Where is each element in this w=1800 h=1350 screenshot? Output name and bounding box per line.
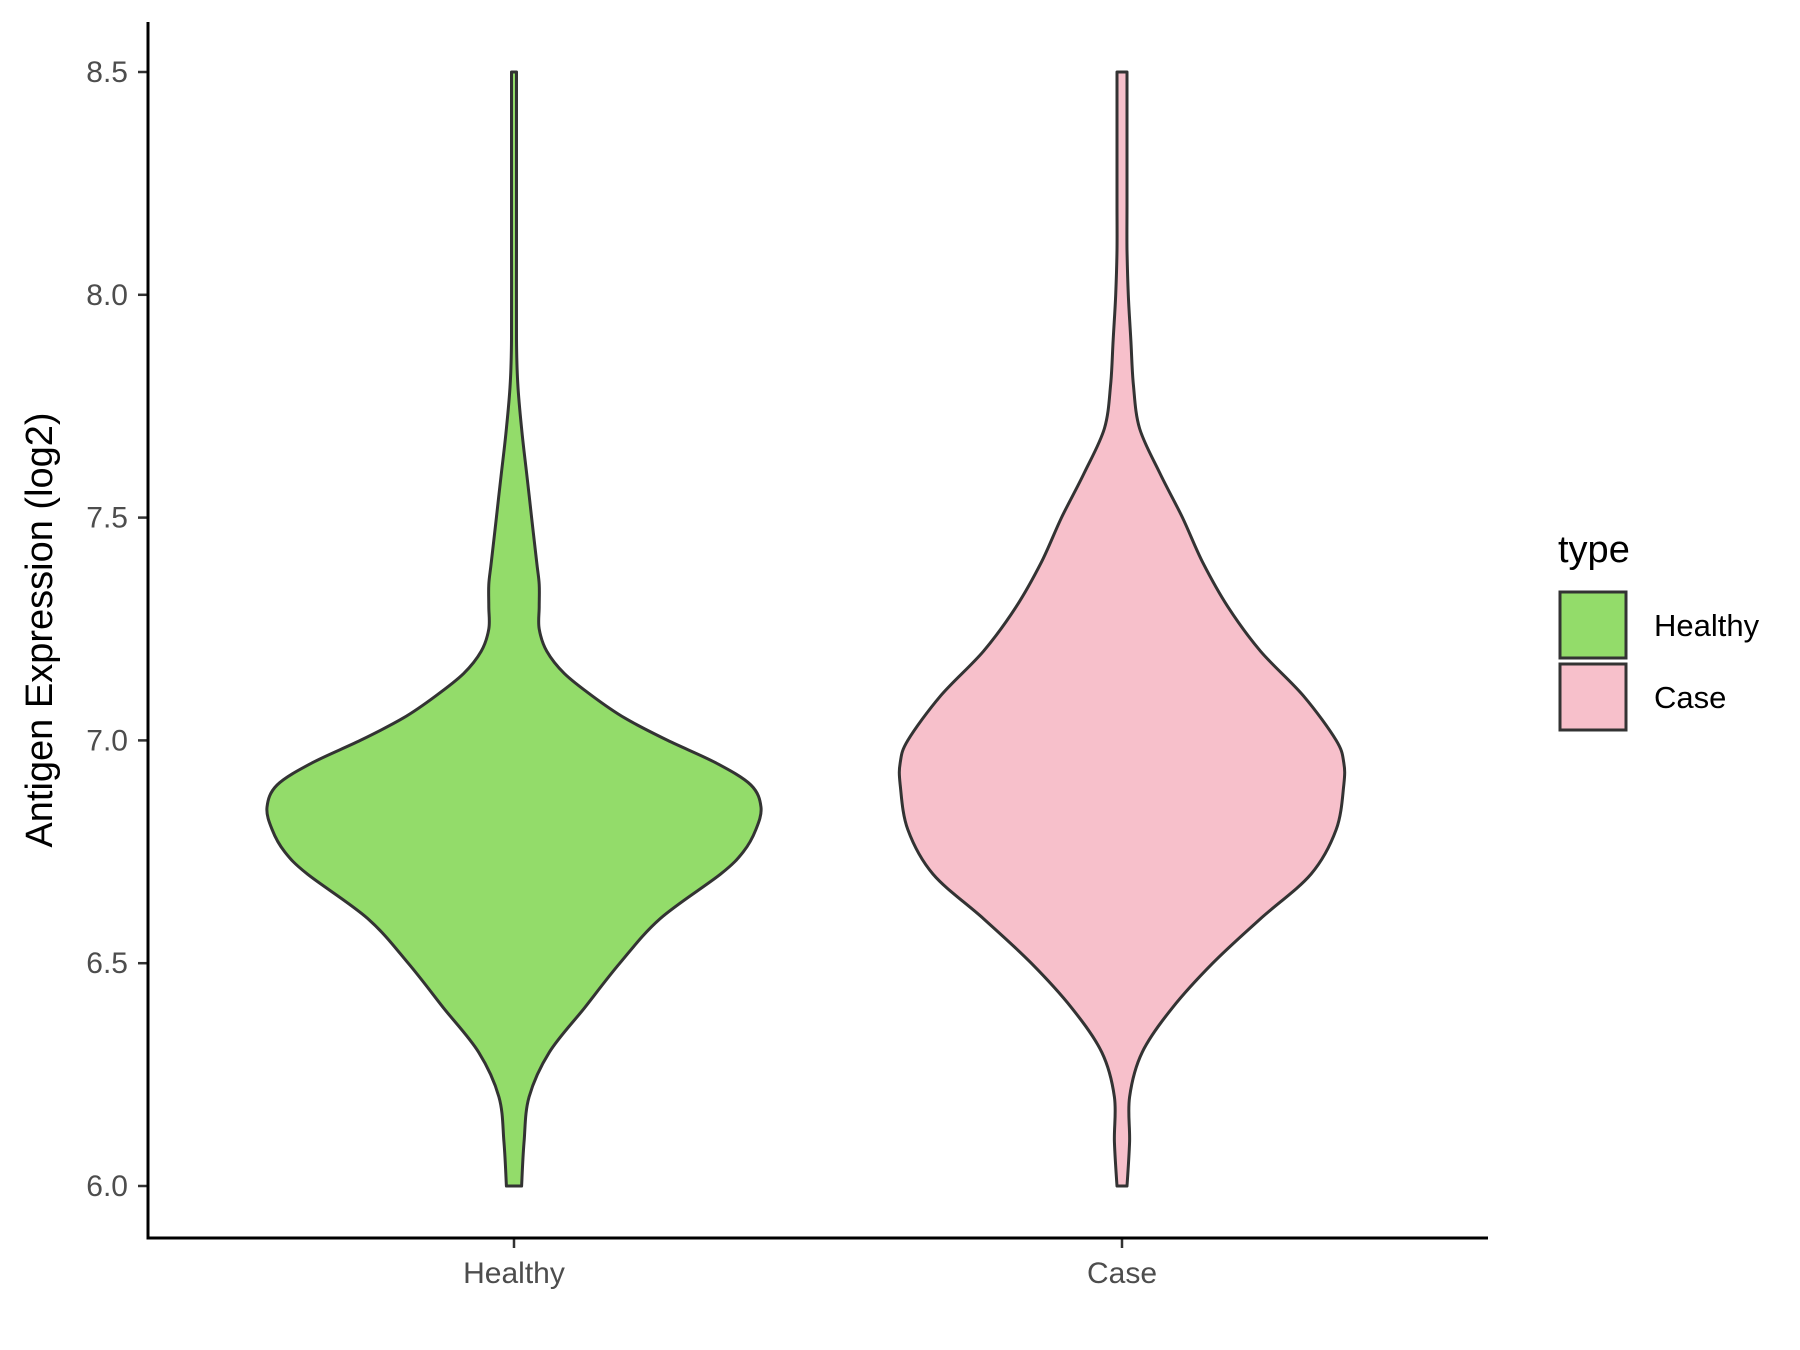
legend: type Healthy Case — [1558, 529, 1760, 732]
x-tick-label: Case — [1087, 1257, 1157, 1290]
y-axis-ticks: 6.0 6.5 7.0 7.5 8.0 8.5 — [86, 56, 148, 1203]
y-tick-label: 7.5 — [86, 502, 128, 535]
y-tick-label: 6.5 — [86, 947, 128, 980]
x-axis-ticks: Healthy Case — [463, 1238, 1157, 1290]
violin-healthy — [265, 70, 763, 1188]
x-tick-label: Healthy — [463, 1257, 565, 1290]
legend-label-case: Case — [1654, 680, 1726, 715]
y-tick-label: 7.0 — [86, 724, 128, 757]
legend-swatch-case — [1558, 662, 1628, 732]
legend-title: type — [1558, 529, 1630, 571]
legend-items: Healthy Case — [1558, 590, 1760, 732]
y-tick-label: 8.5 — [86, 56, 128, 89]
legend-swatch-healthy — [1558, 590, 1628, 660]
violin-case — [897, 70, 1347, 1188]
y-tick-label: 6.0 — [86, 1170, 128, 1203]
legend-label-healthy: Healthy — [1654, 608, 1760, 643]
y-axis-title: Antigen Expression (log2) — [19, 412, 61, 847]
y-tick-label: 8.0 — [86, 279, 128, 312]
violin-plot-area — [265, 70, 1347, 1188]
